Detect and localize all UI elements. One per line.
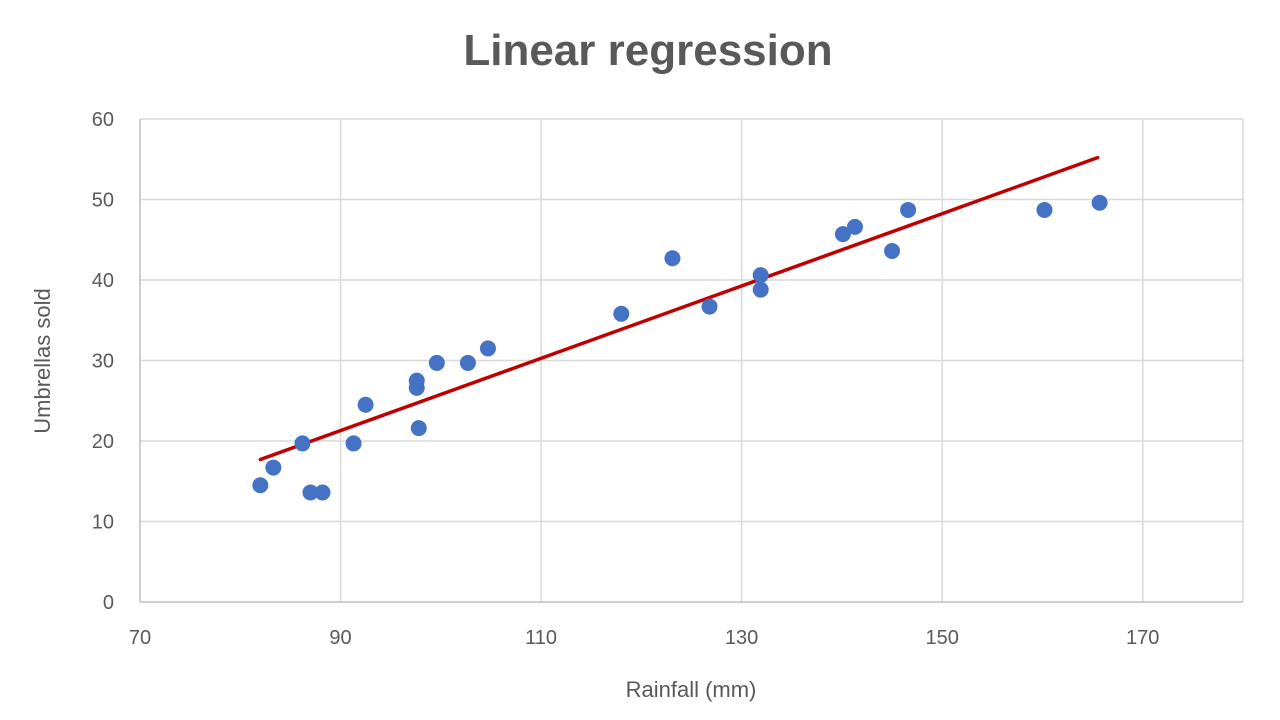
data-point (314, 484, 331, 501)
tick-labels: 0 10 20 30 40 50 60 70 90 110 130 150 170 (92, 109, 1160, 649)
trendline-layer (258, 155, 1100, 462)
data-point (410, 420, 427, 437)
data-point (900, 201, 917, 218)
axes (139, 119, 1243, 603)
data-point (428, 354, 445, 371)
data-point (752, 281, 769, 298)
x-tick-label: 90 (329, 627, 351, 649)
x-tick-label: 70 (129, 627, 151, 649)
y-tick-label: 50 (92, 190, 114, 212)
data-point (294, 435, 311, 452)
y-tick-label: 30 (92, 351, 114, 373)
x-tick-label: 150 (925, 627, 958, 649)
data-point (252, 477, 269, 494)
data-point (613, 305, 630, 322)
grid-lines (140, 118, 1244, 602)
y-tick-label: 0 (103, 592, 114, 614)
y-tick-label: 10 (92, 512, 114, 534)
y-tick-label: 40 (92, 270, 114, 292)
data-point (752, 267, 769, 284)
regression-line (258, 155, 1100, 462)
data-point (884, 243, 901, 260)
data-point (459, 354, 476, 371)
data-point (834, 226, 851, 243)
data-point (1036, 201, 1053, 218)
data-points (252, 194, 1108, 501)
x-axis-label: Rainfall (mm) (626, 677, 757, 702)
data-point (664, 250, 681, 267)
y-axis-label: Umbrellas sold (30, 288, 55, 434)
data-point (265, 459, 282, 476)
data-point (846, 218, 863, 235)
data-point (302, 484, 319, 501)
chart-title: Linear regression (463, 26, 832, 75)
x-tick-label: 130 (725, 627, 758, 649)
data-point (408, 379, 425, 396)
data-point (479, 340, 496, 357)
y-tick-label: 20 (92, 431, 114, 453)
data-point (357, 396, 374, 413)
data-point (701, 298, 718, 315)
y-tick-label: 60 (92, 109, 114, 131)
data-point (1091, 194, 1108, 211)
x-tick-label: 170 (1126, 627, 1159, 649)
data-point (345, 435, 362, 452)
x-tick-label: 110 (525, 627, 557, 649)
